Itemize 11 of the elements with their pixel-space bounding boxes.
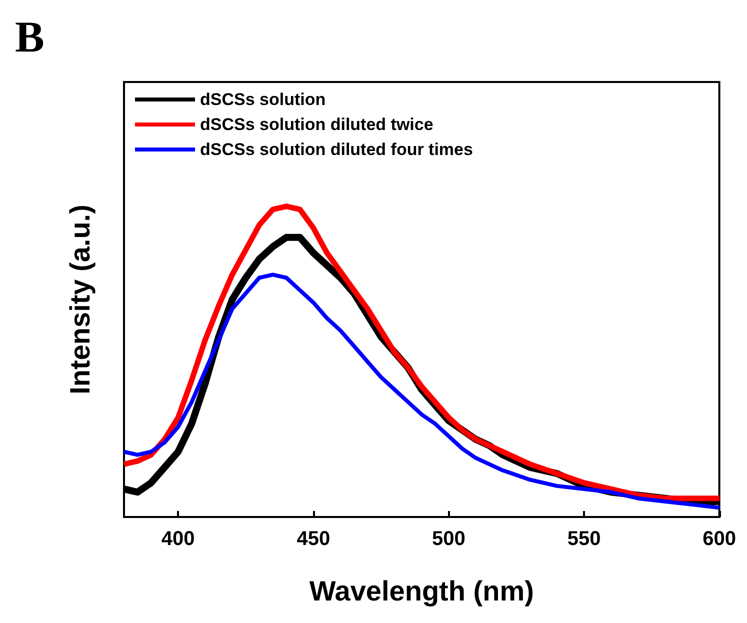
legend-label: dSCSs solution diluted four times xyxy=(200,140,473,159)
text: B xyxy=(15,12,44,62)
x-tick-label: 500 xyxy=(432,528,466,550)
y-axis-title: Intensity (a.u.) xyxy=(64,204,96,394)
x-axis-title: Wavelength (nm) xyxy=(309,576,534,606)
legend-label: dSCSs solution diluted twice xyxy=(200,115,434,134)
x-tick-label: 450 xyxy=(296,528,330,550)
legend-label: dSCSs solution xyxy=(200,90,326,109)
x-tick-label: 600 xyxy=(702,528,736,550)
x-tick-label: 400 xyxy=(161,528,195,550)
x-tick-label: 550 xyxy=(567,528,601,550)
